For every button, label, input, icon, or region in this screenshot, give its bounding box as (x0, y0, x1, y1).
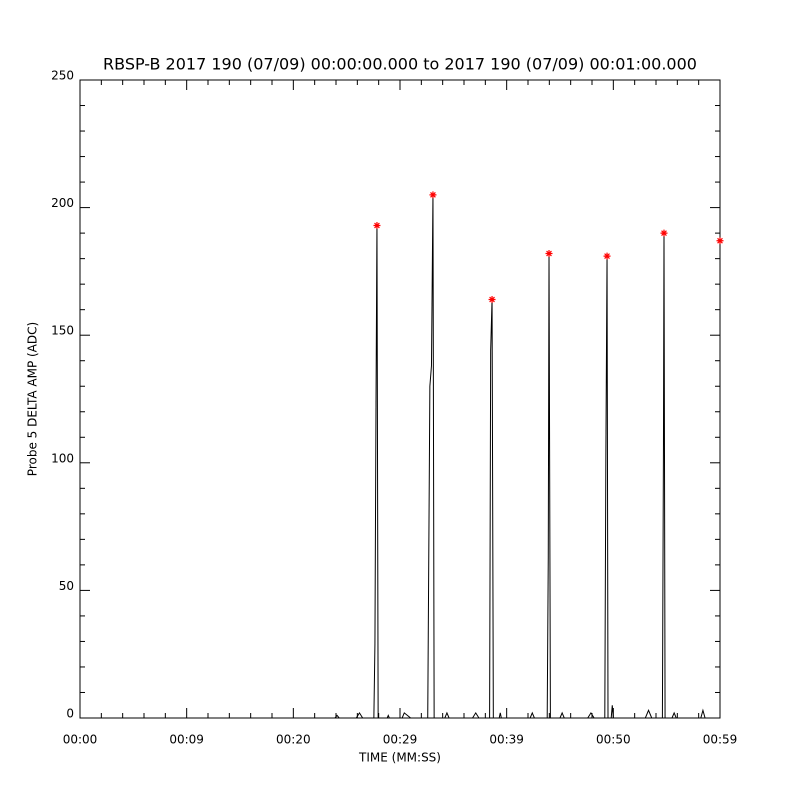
peak-marker (488, 295, 496, 303)
peak-marker (603, 252, 611, 260)
y-tick-label: 0 (66, 707, 74, 721)
peak-marker (429, 191, 437, 199)
x-tick-label: 00:09 (169, 733, 204, 747)
x-tick-label: 00:20 (276, 733, 311, 747)
x-tick-label: 00:39 (489, 733, 524, 747)
chart-title: RBSP-B 2017 190 (07/09) 00:00:00.000 to … (103, 55, 697, 74)
peak-marker (545, 250, 553, 258)
x-axis-label: TIME (MM:SS) (358, 751, 441, 765)
peak-marker (716, 237, 724, 245)
data-line (80, 194, 720, 719)
x-tick-label: 00:29 (383, 733, 418, 747)
x-tick-label: 00:00 (63, 733, 98, 747)
y-tick-label: 100 (51, 451, 74, 465)
peak-marker (660, 229, 668, 237)
y-axis-label: Probe 5 DELTA AMP (ADC) (26, 322, 40, 476)
y-tick-label: 250 (51, 69, 74, 83)
y-tick-label: 200 (51, 196, 74, 210)
x-tick-label: 00:50 (596, 733, 631, 747)
y-tick-label: 150 (51, 324, 74, 338)
peak-marker (373, 221, 381, 229)
x-tick-label: 00:59 (703, 733, 738, 747)
y-tick-label: 50 (59, 579, 74, 593)
